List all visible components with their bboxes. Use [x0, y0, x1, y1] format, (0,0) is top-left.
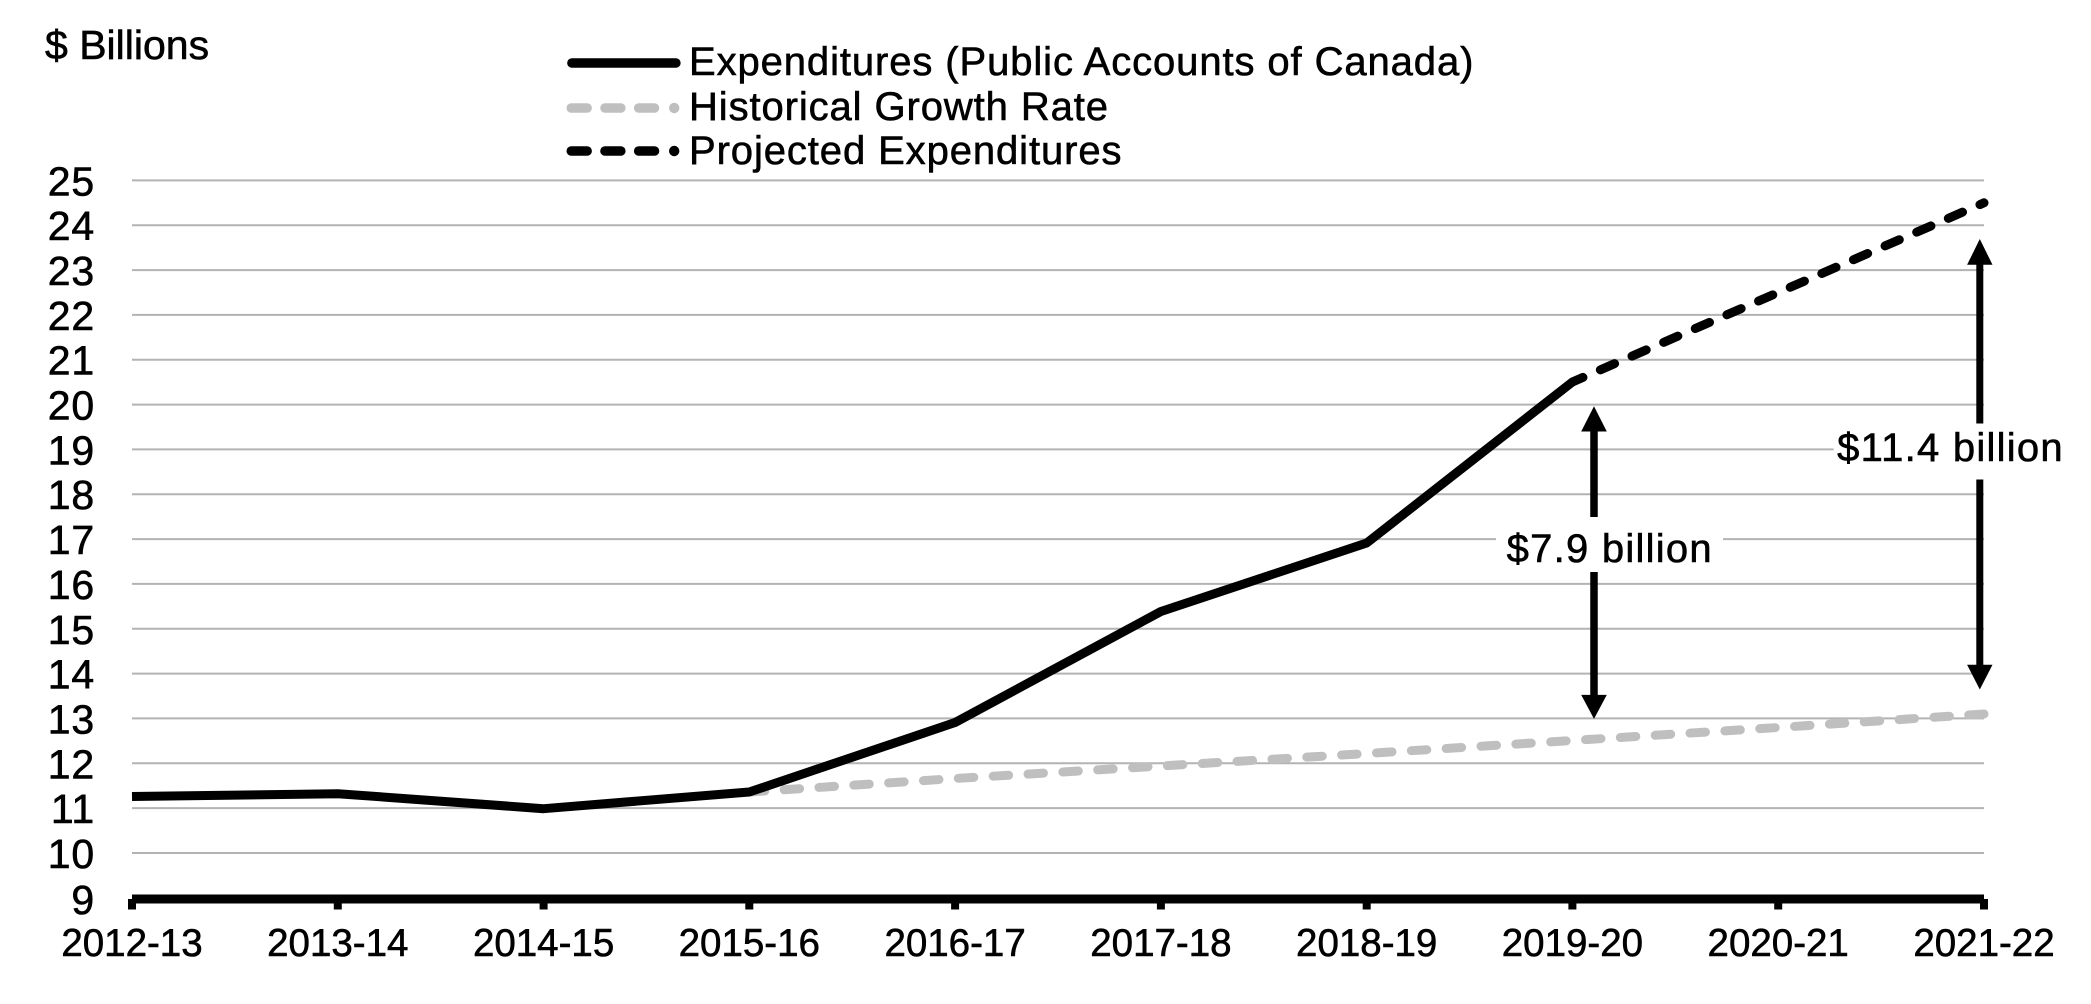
- svg-text:2013-14: 2013-14: [267, 922, 408, 965]
- svg-text:2015-16: 2015-16: [679, 922, 820, 965]
- svg-text:$7.9 billion: $7.9 billion: [1507, 527, 1713, 571]
- svg-text:15: 15: [48, 607, 95, 653]
- svg-text:19: 19: [48, 427, 95, 473]
- svg-text:Projected Expenditures: Projected Expenditures: [689, 129, 1122, 173]
- svg-text:2019-20: 2019-20: [1502, 922, 1643, 965]
- svg-text:20: 20: [48, 383, 95, 429]
- svg-text:18: 18: [48, 472, 95, 518]
- svg-text:12: 12: [48, 741, 95, 787]
- svg-text:2014-15: 2014-15: [473, 922, 614, 965]
- svg-text:2021-22: 2021-22: [1913, 922, 2054, 965]
- svg-text:2017-18: 2017-18: [1090, 922, 1231, 965]
- svg-text:2020-21: 2020-21: [1708, 922, 1849, 965]
- svg-text:9: 9: [71, 877, 95, 923]
- svg-text:14: 14: [48, 652, 95, 698]
- svg-text:10: 10: [48, 831, 95, 877]
- svg-text:16: 16: [48, 562, 95, 608]
- svg-text:Historical Growth Rate: Historical Growth Rate: [689, 85, 1109, 129]
- svg-text:24: 24: [48, 203, 95, 249]
- svg-text:23: 23: [48, 248, 95, 294]
- svg-text:2018-19: 2018-19: [1296, 922, 1437, 965]
- svg-text:13: 13: [48, 696, 95, 742]
- svg-text:21: 21: [48, 338, 95, 384]
- svg-text:Expenditures (Public Accounts: Expenditures (Public Accounts of Canada): [689, 40, 1474, 84]
- svg-text:$ Billions: $ Billions: [45, 22, 209, 68]
- svg-text:25: 25: [48, 158, 95, 204]
- svg-text:$11.4 billion: $11.4 billion: [1837, 426, 2064, 470]
- svg-text:17: 17: [48, 517, 95, 563]
- svg-text:2012-13: 2012-13: [61, 922, 202, 965]
- svg-text:11: 11: [51, 786, 95, 832]
- svg-text:22: 22: [48, 293, 95, 339]
- svg-text:2016-17: 2016-17: [884, 922, 1025, 965]
